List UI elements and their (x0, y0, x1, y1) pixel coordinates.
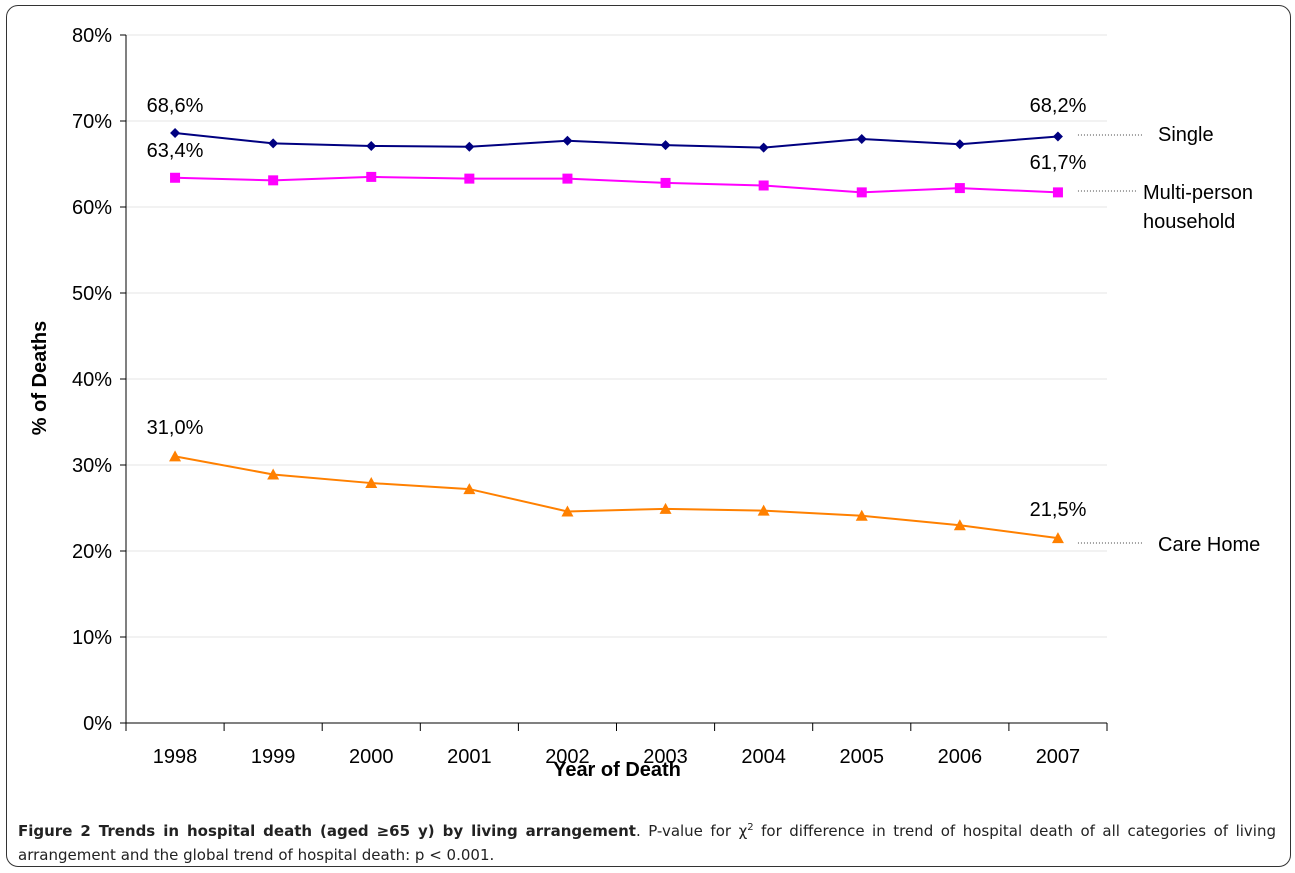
data-point-square (366, 171, 377, 182)
legend-multi-line2: household (1143, 211, 1235, 233)
y-tick-label: 30% (72, 455, 112, 477)
x-tick-label: 2000 (349, 746, 394, 768)
figure-caption: Figure 2 Trends in hospital death (aged … (18, 816, 1276, 867)
y-tick-label: 50% (72, 283, 112, 305)
series-line-2 (175, 175, 1058, 194)
data-label-end: 61,7% (1030, 152, 1087, 174)
data-point-square (954, 183, 965, 194)
data-point-square (268, 175, 279, 186)
x-tick-label: 2005 (840, 746, 885, 768)
y-axis-title: % of Deaths (29, 321, 51, 435)
series-line-3 (174, 455, 1059, 540)
data-point-diamond (464, 141, 475, 152)
data-label-end: 21,5% (1030, 499, 1087, 521)
x-tick-label: 2002 (545, 746, 590, 768)
data-point-triangle (757, 504, 770, 516)
x-tick-label: 1999 (251, 746, 296, 768)
data-point-triangle (365, 477, 378, 489)
figure-frame (6, 5, 1291, 867)
y-tick-label: 20% (72, 541, 112, 563)
y-tick-label: 60% (72, 197, 112, 219)
data-point-square (660, 177, 671, 188)
data-point-square (562, 173, 573, 184)
legend-care-home: Care Home (1158, 534, 1260, 556)
y-tick-label: 40% (72, 369, 112, 391)
legend-single: Single (1158, 124, 1214, 146)
data-point-triangle (561, 505, 574, 517)
data-point-square (856, 187, 867, 198)
data-point-diamond (562, 135, 573, 146)
data-point-triangle (1051, 532, 1064, 544)
data-point-square (170, 172, 181, 183)
data-point-diamond (1052, 131, 1063, 142)
x-tick-label: 2003 (643, 746, 688, 768)
caption-text-a: . P-value for (635, 822, 739, 840)
data-point-triangle (659, 502, 672, 514)
data-label-start: 68,6% (147, 95, 204, 117)
caption-text-b: for difference in trend of hospital deat… (18, 822, 1276, 864)
data-label-end: 68,2% (1030, 95, 1087, 117)
data-point-diamond (954, 139, 965, 150)
legend-multi-line1: Multi-person (1143, 182, 1253, 204)
data-point-diamond (660, 140, 671, 151)
data-point-triangle (463, 483, 476, 495)
x-tick-label: 2001 (447, 746, 492, 768)
caption-title: Figure 2 Trends in hospital death (aged … (18, 822, 636, 840)
data-point-diamond (758, 142, 769, 153)
series-line-1 (174, 132, 1059, 149)
data-point-diamond (366, 140, 377, 151)
data-point-square (758, 180, 769, 191)
x-tick-label: 1998 (153, 746, 198, 768)
x-axis-title: Year of Death (553, 759, 681, 781)
chi-symbol: χ (738, 822, 748, 840)
data-point-square (1052, 187, 1063, 198)
x-tick-label: 2007 (1036, 746, 1081, 768)
x-tick-label: 2004 (741, 746, 786, 768)
y-tick-label: 0% (83, 713, 112, 735)
data-point-square (464, 173, 475, 184)
data-point-diamond (170, 128, 181, 139)
data-label-start: 63,4% (147, 140, 204, 162)
data-point-triangle (169, 450, 182, 462)
y-tick-label: 70% (72, 111, 112, 133)
data-point-diamond (268, 138, 279, 149)
x-tick-label: 2006 (938, 746, 983, 768)
chi-superscript: 2 (747, 822, 754, 833)
data-point-triangle (855, 509, 868, 521)
data-point-diamond (856, 134, 867, 145)
data-point-triangle (953, 519, 966, 531)
data-label-start: 31,0% (147, 417, 204, 439)
data-point-triangle (267, 468, 280, 480)
y-tick-label: 10% (72, 627, 112, 649)
y-tick-label: 80% (72, 25, 112, 47)
